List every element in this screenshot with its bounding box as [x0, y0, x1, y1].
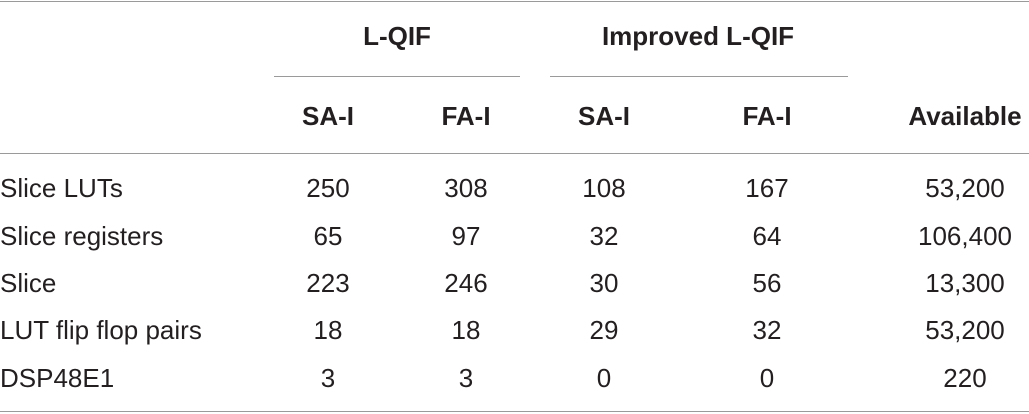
column-header-lqif-sa-i: SA-I [302, 101, 354, 131]
cell-available: 53,200 [925, 173, 1005, 203]
cell-lqif-sa-i: 65 [313, 221, 343, 251]
cell-available: 53,200 [925, 315, 1005, 345]
cell-lqif-fa-i: 308 [444, 173, 488, 203]
row-label: Slice registers [0, 221, 164, 251]
cell-improved-sa-i: 108 [582, 173, 626, 203]
cell-improved-sa-i: 29 [589, 315, 619, 345]
group-rule-lqif [274, 76, 520, 77]
cell-improved-fa-i: 0 [759, 363, 775, 393]
cell-lqif-fa-i: 246 [444, 268, 488, 298]
cell-available: 220 [943, 363, 987, 393]
cell-improved-fa-i: 56 [752, 268, 782, 298]
cell-lqif-sa-i: 250 [306, 173, 350, 203]
cell-improved-sa-i: 30 [589, 268, 619, 298]
cell-lqif-sa-i: 18 [313, 315, 343, 345]
column-header-improved-fa-i: FA-I [742, 101, 792, 131]
cell-improved-fa-i: 32 [752, 315, 782, 345]
cell-lqif-fa-i: 3 [458, 363, 474, 393]
cell-improved-fa-i: 64 [752, 221, 782, 251]
table-top-rule [0, 1, 1029, 2]
row-label: DSP48E1 [0, 363, 115, 393]
header-bottom-rule [0, 153, 1029, 154]
group-rule-improved-lqif [550, 76, 848, 77]
cell-available: 13,300 [925, 268, 1005, 298]
cell-lqif-fa-i: 18 [451, 315, 481, 345]
row-label: Slice LUTs [0, 173, 123, 203]
cell-improved-fa-i: 167 [745, 173, 789, 203]
row-label: LUT flip flop pairs [0, 315, 202, 345]
group-header-lqif: L-QIF [363, 21, 431, 51]
group-header-improved-lqif: Improved L-QIF [601, 21, 795, 51]
cell-lqif-fa-i: 97 [451, 221, 481, 251]
cell-lqif-sa-i: 3 [320, 363, 336, 393]
cell-lqif-sa-i: 223 [306, 268, 350, 298]
column-header-improved-sa-i: SA-I [578, 101, 630, 131]
cell-improved-sa-i: 32 [589, 221, 619, 251]
column-header-lqif-fa-i: FA-I [441, 101, 491, 131]
column-header-available: Available [908, 101, 1022, 131]
row-label: Slice [0, 268, 57, 298]
cell-available: 106,400 [918, 221, 1012, 251]
cell-improved-sa-i: 0 [596, 363, 612, 393]
table-bottom-rule [0, 411, 1029, 412]
